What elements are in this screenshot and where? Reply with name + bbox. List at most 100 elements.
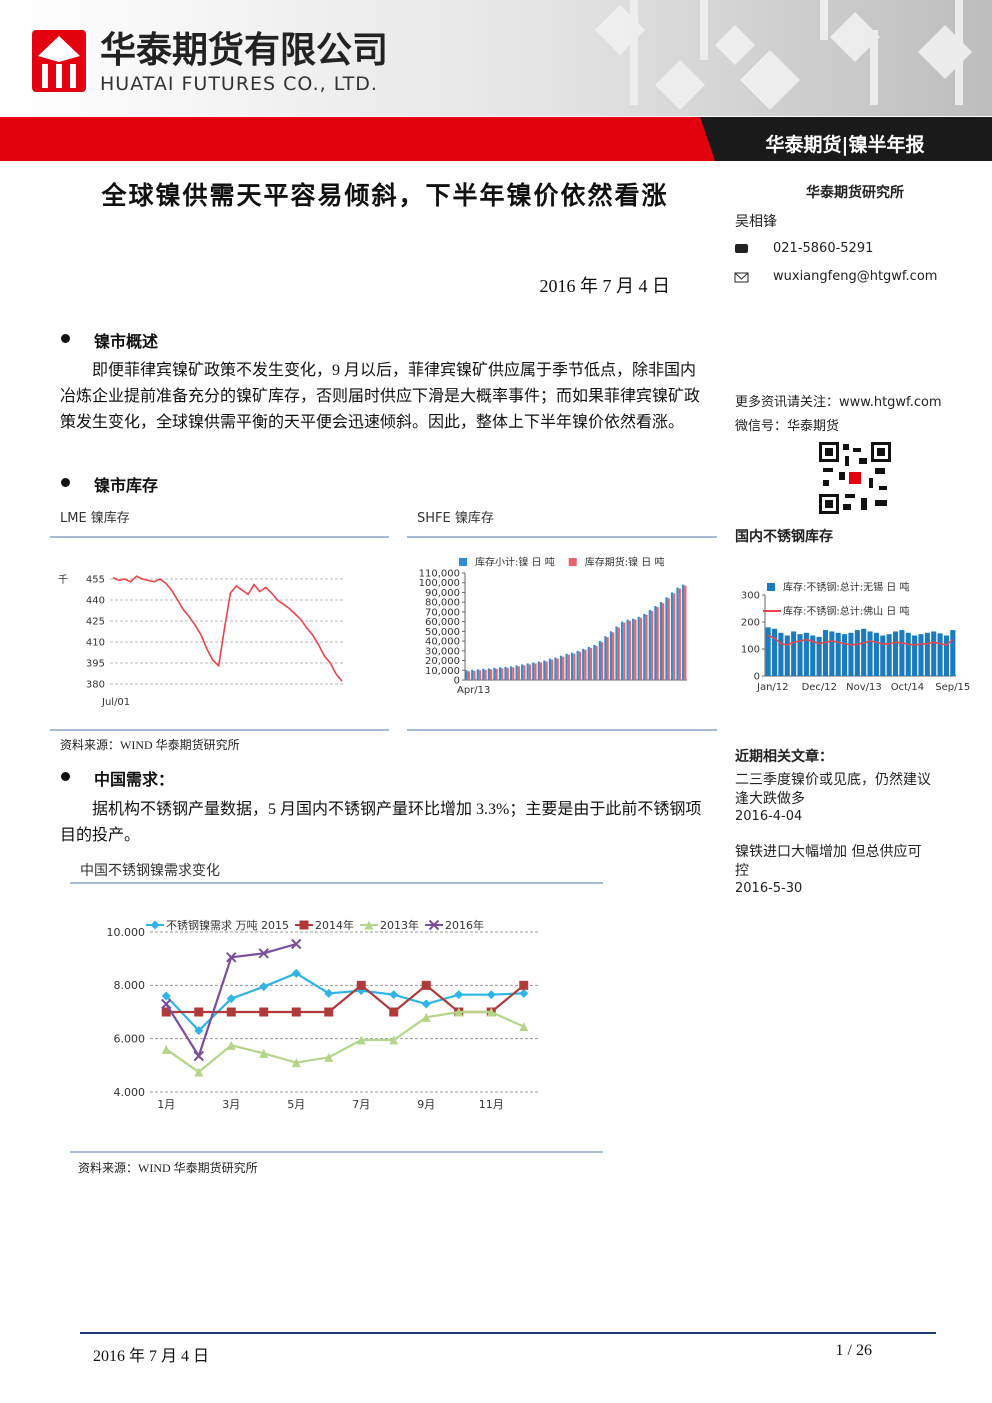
marker <box>194 1026 204 1036</box>
line <box>165 1010 525 1074</box>
bar <box>937 633 943 676</box>
bar <box>489 669 493 680</box>
marker <box>454 1007 464 1017</box>
marker <box>291 968 301 978</box>
bar <box>526 663 529 680</box>
bar <box>476 669 479 680</box>
marker <box>519 980 529 990</box>
marker <box>299 920 309 930</box>
y-tick-label: 30,000 <box>425 646 460 657</box>
bullet <box>61 478 70 487</box>
bar <box>861 628 867 676</box>
rule <box>407 729 717 731</box>
bar <box>803 632 809 676</box>
bar <box>467 671 470 680</box>
y-tick-label: 440 <box>86 596 105 607</box>
bar <box>598 641 601 680</box>
bar <box>587 646 590 680</box>
bar <box>578 651 581 680</box>
bar <box>515 665 518 680</box>
bar <box>816 636 822 676</box>
bar <box>873 632 879 676</box>
marker <box>226 1007 236 1017</box>
marker <box>161 998 172 1010</box>
legend-label: 2016年 <box>445 918 484 932</box>
bar <box>545 661 548 680</box>
bar <box>473 670 476 680</box>
bar <box>822 630 829 676</box>
x-tick-label: 7月 <box>352 1098 370 1111</box>
paragraph: 即便菲律宾镍矿政策不发生变化，9 月以后，菲律宾镍矿供应属于季节低点，除非国内冶… <box>60 362 701 431</box>
y-axis-label: 千 <box>58 574 68 586</box>
source-note: 资料来源：WIND 华泰期货研究所 <box>60 738 240 752</box>
marker <box>161 1007 171 1017</box>
bar <box>791 631 797 676</box>
bar <box>912 635 918 676</box>
bullet <box>61 772 70 781</box>
bar <box>810 635 816 676</box>
bar <box>905 632 911 676</box>
analyst: 吴相锋 <box>735 214 777 230</box>
rule <box>50 729 389 731</box>
y-tick-label: 100,000 <box>419 578 460 589</box>
marker <box>193 1050 204 1062</box>
report-date: 2016 年 7 月 4 日 <box>539 276 671 296</box>
chart-title: 中国不锈钢镍需求变化 <box>80 863 220 879</box>
company-name-en: HUATAI FUTURES CO., LTD. <box>100 73 378 95</box>
bar <box>848 632 854 676</box>
y-tick-label: 60,000 <box>425 617 460 628</box>
page-number: 1 / 26 <box>835 1342 872 1359</box>
bar <box>772 628 778 676</box>
bar <box>604 636 607 680</box>
marker <box>389 1007 399 1017</box>
chart: 010,00020,00030,00040,00050,00060,00070,… <box>419 556 687 696</box>
article-title: 二三季度镍价或见底，仍然建议逢大跌做多 <box>735 772 931 807</box>
line <box>112 575 343 682</box>
section-heading: 中国需求： <box>94 770 175 789</box>
rule <box>50 536 389 538</box>
bar <box>556 658 559 680</box>
bar <box>659 602 663 680</box>
bar <box>784 635 790 676</box>
bar <box>626 619 629 680</box>
bar <box>899 630 905 676</box>
y-tick-label: 410 <box>86 638 105 649</box>
bar <box>615 626 618 680</box>
bar <box>523 665 526 680</box>
chart-title: SHFE 镍库存 <box>417 511 494 526</box>
marker <box>454 990 464 1000</box>
bar <box>548 658 552 680</box>
bar <box>559 655 563 680</box>
x-tick-label: Apr/13 <box>457 685 490 696</box>
y-tick-label: 10,000 <box>425 666 460 677</box>
y-tick-label: 455 <box>86 575 105 586</box>
bar <box>886 634 892 676</box>
report-title: 全球镍供需天平容易倾斜，下半年镍价依然看涨 <box>101 183 669 210</box>
institute: 华泰期货研究所 <box>806 185 904 201</box>
bar <box>931 631 937 676</box>
x-tick-label: 11月 <box>479 1098 504 1111</box>
legend-label: 库存:不锈钢:总计:无锡 日 吨 <box>783 581 909 594</box>
chart-title: LME 镍库存 <box>60 511 130 526</box>
follow: 更多资讯请关注：www.htgwf.com <box>735 395 942 410</box>
source-note: 资料来源：WIND 华泰期货研究所 <box>78 1161 258 1175</box>
marker <box>356 1035 366 1045</box>
y-tick-label: 300 <box>741 591 760 602</box>
marker <box>194 1067 204 1077</box>
bullet <box>61 334 70 343</box>
logo <box>32 30 86 92</box>
bar <box>654 606 657 680</box>
legend-label: 库存:不锈钢:总计:佛山 日 吨 <box>783 605 909 618</box>
bar <box>551 659 554 680</box>
marker <box>389 1035 399 1045</box>
y-tick-label: 425 <box>86 617 105 628</box>
bar <box>617 627 620 680</box>
marker <box>486 990 496 1000</box>
bar <box>682 584 685 680</box>
marker <box>226 994 236 1004</box>
y-tick-label: 20,000 <box>425 656 460 667</box>
bar <box>943 635 949 676</box>
article-date: 2016-4-04 <box>735 809 803 824</box>
bar <box>565 653 568 680</box>
